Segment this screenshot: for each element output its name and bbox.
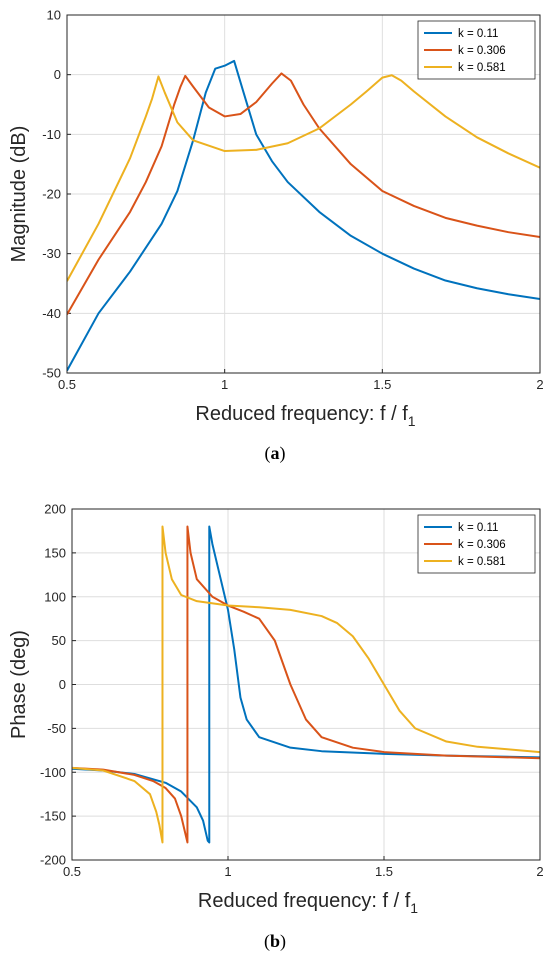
panel-b-x-tick-label: 1.5 — [375, 864, 393, 879]
panel-b-x-axis-label-main: Reduced frequency: f / f — [198, 890, 411, 912]
panel-a-y-tick-label: 10 — [47, 8, 61, 23]
panel-b-y-tick-label: 50 — [52, 633, 66, 648]
panel-a-x-tick-label: 1 — [221, 377, 228, 392]
panel-b-x-tick-label: 0.5 — [63, 864, 81, 879]
panel-a-y-axis-label: Magnitude (dB) — [8, 126, 30, 263]
panel-a-x-tick-label: 2 — [536, 377, 543, 392]
panel-b-x-tick-label: 2 — [536, 864, 543, 879]
panel-b-chart: 0.5 1 1.5 2 200 150 100 50 0 -50 -100 -150 -200 k = 0… — [8, 502, 544, 953]
panel-b-y-tick-label: 0 — [59, 677, 66, 692]
panel-a-y-tick-label: -50 — [42, 366, 61, 381]
panel-b-y-axis-label: Phase (deg) — [8, 630, 30, 739]
panel-b-plot-frame — [71, 508, 541, 861]
panel-b-legend-label-2: k = 0.306 — [458, 539, 506, 551]
panel-b-caption-close: ) — [280, 931, 286, 952]
panel-b-x-axis-label-subscript: 1 — [410, 900, 418, 916]
panel-a-legend-label-3: k = 0.581 — [458, 62, 506, 74]
panel-b-x-tick-label: 1 — [224, 864, 231, 879]
panel-a-caption-close: ) — [280, 443, 286, 464]
panel-a-plot-frame — [66, 14, 541, 374]
panel-b-series-line-3 — [72, 525, 540, 844]
panel-b-y-tick-label: 150 — [44, 545, 66, 560]
panel-b-y-tick-label: 100 — [44, 589, 66, 604]
panel-b-y-tick-label: 200 — [44, 502, 66, 517]
panel-a-caption: (a) — [265, 443, 286, 464]
panel-b-y-tick-label: -150 — [40, 809, 66, 824]
panel-b-x-axis-label: Reduced frequency: f / f1 — [198, 890, 418, 916]
panel-a-legend-label-1: k = 0.11 — [458, 28, 498, 40]
panel-a-caption-letter: a — [271, 443, 280, 463]
panel-a-x-tick-label: 0.5 — [58, 377, 76, 392]
panel-a-x-axis-label-main: Reduced frequency: f / f — [195, 403, 408, 425]
panel-b-legend-label-3: k = 0.581 — [458, 556, 506, 568]
panel-b-series-line-1 — [72, 525, 540, 844]
panel-a-y-tick-label: -10 — [42, 127, 61, 142]
panel-b-y-tick-label: -200 — [40, 853, 66, 868]
panel-b-y-tick-label: -100 — [40, 765, 66, 780]
panel-a-series-line-2 — [67, 72, 540, 316]
panel-a-series-line-3 — [67, 74, 540, 282]
panel-a-y-tick-label: -20 — [42, 187, 61, 202]
panel-b-legend: k = 0.11 k = 0.306 k = 0.581 — [417, 514, 536, 574]
panel-b-caption-letter: b — [270, 931, 280, 951]
panel-a-y-tick-label: -40 — [42, 306, 61, 321]
panel-b-series-line-2 — [72, 525, 540, 844]
panel-a-y-tick-label: 0 — [54, 67, 61, 82]
panel-b-caption-open: ( — [264, 931, 270, 952]
panel-a-y-tick-label: -30 — [42, 246, 61, 261]
panel-a-legend-label-2: k = 0.306 — [458, 45, 506, 57]
panel-a-x-axis-label-subscript: 1 — [408, 413, 416, 429]
panel-a-caption-open: ( — [265, 443, 271, 464]
panel-b-caption: (b) — [264, 931, 286, 952]
panel-a-series-line-1 — [67, 59, 540, 372]
panel-b-y-tick-label: -50 — [47, 721, 66, 736]
panel-b-legend-label-1: k = 0.11 — [458, 522, 498, 534]
panel-a-x-axis-label: Reduced frequency: f / f1 — [195, 403, 415, 429]
panel-a-x-tick-label: 1.5 — [373, 377, 391, 392]
panel-a-legend: k = 0.11 k = 0.306 k = 0.581 — [417, 20, 536, 80]
